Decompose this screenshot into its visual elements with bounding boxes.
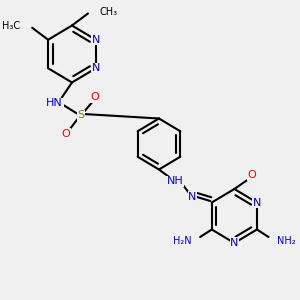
Text: N: N [230,238,238,248]
Text: NH: NH [167,176,183,187]
Text: CH₃: CH₃ [100,7,118,17]
Text: HN: HN [46,98,63,109]
Text: H₂N: H₂N [173,236,191,247]
Text: O: O [248,170,256,181]
Text: N: N [92,63,100,73]
Text: N: N [92,35,100,45]
Text: N: N [188,191,196,202]
Text: O: O [62,128,70,139]
Text: N: N [253,197,261,208]
Text: S: S [77,110,84,121]
Text: O: O [91,92,100,103]
Text: H₃C: H₃C [2,21,21,31]
Text: NH₂: NH₂ [277,236,296,247]
